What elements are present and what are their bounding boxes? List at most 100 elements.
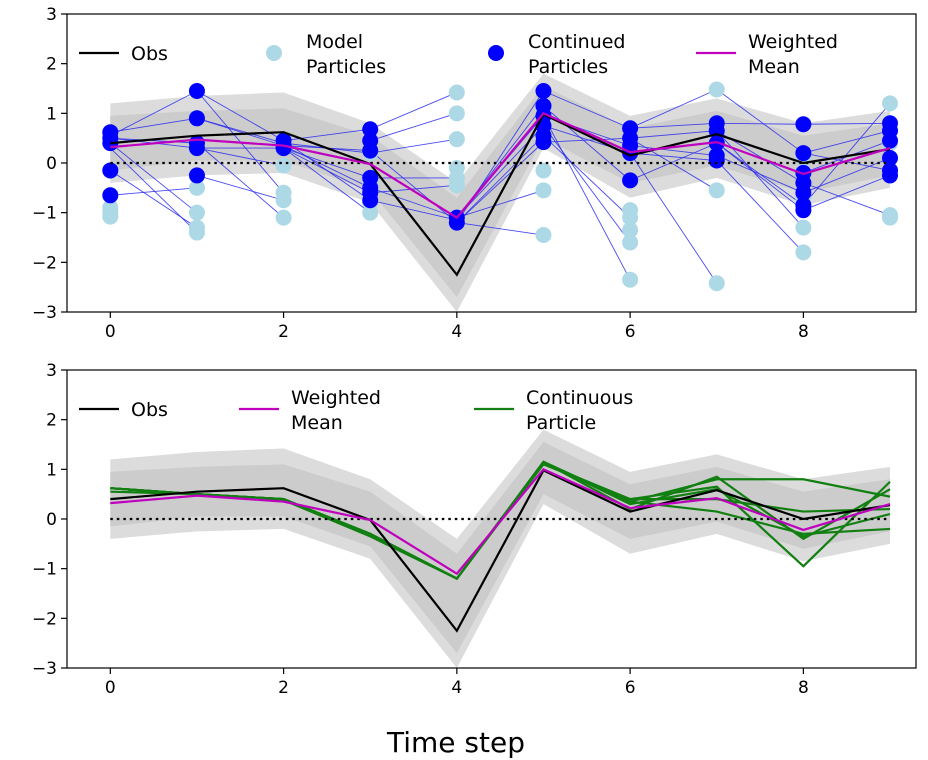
legend-label-line: Particle — [526, 412, 596, 434]
model-particle-dot — [448, 177, 465, 194]
y-tick-label: 1 — [46, 104, 57, 124]
legend-label: Continued Particles — [528, 31, 626, 78]
particle-link — [543, 137, 631, 143]
legend-label-line: Model — [306, 31, 363, 53]
continued-particle-dot — [362, 142, 379, 159]
model-particle-dot — [188, 179, 205, 196]
particle-link — [370, 187, 457, 219]
x-tick-label: 4 — [451, 322, 462, 342]
y-tick-label: 2 — [46, 411, 57, 431]
continued-particle-dot — [622, 172, 639, 189]
model-particle-dot — [708, 182, 725, 199]
y-tick-label: 3 — [46, 5, 57, 25]
particle-link — [110, 142, 198, 214]
particle-link — [196, 142, 284, 218]
weighted-mean-line — [110, 111, 891, 220]
continued-particle-dot — [362, 121, 379, 138]
particle-link — [803, 122, 891, 125]
legend-label-line: Mean — [291, 412, 343, 434]
particle-link — [283, 145, 371, 189]
particle-link — [283, 128, 371, 142]
x-tick-label: 8 — [798, 322, 809, 342]
continued-particle-dot — [882, 132, 899, 149]
particle-link — [110, 187, 197, 196]
model-particle-dot — [275, 157, 292, 174]
legend-label-line: Continued — [528, 31, 626, 53]
particle-link — [803, 157, 891, 194]
particle-link — [803, 130, 891, 154]
particle-link — [456, 189, 544, 219]
model-particle-dot — [622, 209, 639, 226]
x-tick-label: 8 — [798, 678, 809, 698]
bottom-panel: 0 2 4 6 8 −3 −2 −1 0 1 2 3 Obs Weighted Mean Continuous… — [32, 361, 917, 698]
model-particle-dot — [188, 204, 205, 221]
y-tick-label: 2 — [46, 55, 57, 75]
y-tick-label: −2 — [32, 253, 57, 273]
particle-link — [196, 174, 284, 201]
legend-label-line: Continuous — [526, 387, 633, 409]
particle-link — [629, 137, 717, 191]
continued-particle-dot — [188, 82, 205, 99]
legend-label-line: Weighted — [291, 387, 381, 409]
x-tick-label: 0 — [105, 678, 116, 698]
particle-link — [629, 152, 718, 284]
legend-label-line: Particles — [306, 56, 386, 78]
particle-link — [630, 122, 717, 129]
particle-link — [543, 115, 631, 280]
continued-particle-dot — [188, 167, 205, 184]
particle-link — [456, 222, 544, 236]
particle-link — [110, 117, 198, 133]
y-tick-label: −1 — [32, 560, 57, 580]
model-particle-dot — [535, 182, 552, 199]
y-tick-label: −3 — [32, 659, 57, 679]
particle-link — [370, 138, 457, 154]
particle-link — [110, 90, 198, 137]
particle-link — [370, 199, 457, 221]
continued-particle-dot — [795, 202, 812, 219]
continued-particle-dot — [188, 110, 205, 127]
continued-particle-dot — [448, 214, 465, 231]
x-tick-label: 2 — [278, 322, 289, 342]
weighted-mean-line — [110, 467, 891, 576]
legend-dot-marker — [266, 45, 282, 61]
particle-link — [716, 122, 804, 125]
obs-line — [110, 468, 891, 633]
continued-particle-dot — [188, 140, 205, 157]
model-particle-dot — [102, 208, 119, 225]
y-tick-label: 0 — [46, 154, 57, 174]
y-tick-label: −2 — [32, 609, 57, 629]
model-particle-dot — [882, 95, 899, 112]
obs-line — [110, 112, 891, 277]
legend-label: Weighted Mean — [748, 31, 838, 78]
particle-link — [283, 147, 371, 194]
model-particle-dot — [448, 131, 465, 148]
model-particle-dot — [622, 234, 639, 251]
particle-link — [716, 89, 804, 154]
model-particle-dot — [882, 209, 899, 226]
continued-particle-dot — [275, 140, 292, 157]
x-tick-label: 2 — [278, 678, 289, 698]
legend-label: Continuous Particle — [526, 387, 633, 434]
particle-link — [543, 125, 631, 243]
continued-particle-dot — [795, 145, 812, 162]
particle-link — [196, 117, 284, 144]
x-tick-label: 0 — [105, 322, 116, 342]
continued-particle-dot — [362, 192, 379, 209]
particle-link — [370, 184, 457, 194]
particle-link — [370, 92, 458, 130]
particle-link — [629, 89, 717, 129]
particle-link — [110, 170, 198, 228]
particle-link — [629, 142, 717, 181]
model-particle-dot — [622, 222, 639, 239]
continued-particle-dot — [708, 152, 725, 169]
model-particle-dot — [622, 271, 639, 288]
model-particle-dot — [188, 219, 205, 236]
particle-link — [543, 90, 631, 129]
legend-dot-marker — [488, 45, 504, 61]
model-particle-dot — [448, 84, 465, 101]
legend-label-line: Mean — [748, 56, 800, 78]
continued-particle-dot — [535, 82, 552, 99]
particle-link — [630, 152, 717, 161]
model-particle-dot — [708, 81, 725, 98]
legend-label: Obs — [131, 399, 168, 421]
